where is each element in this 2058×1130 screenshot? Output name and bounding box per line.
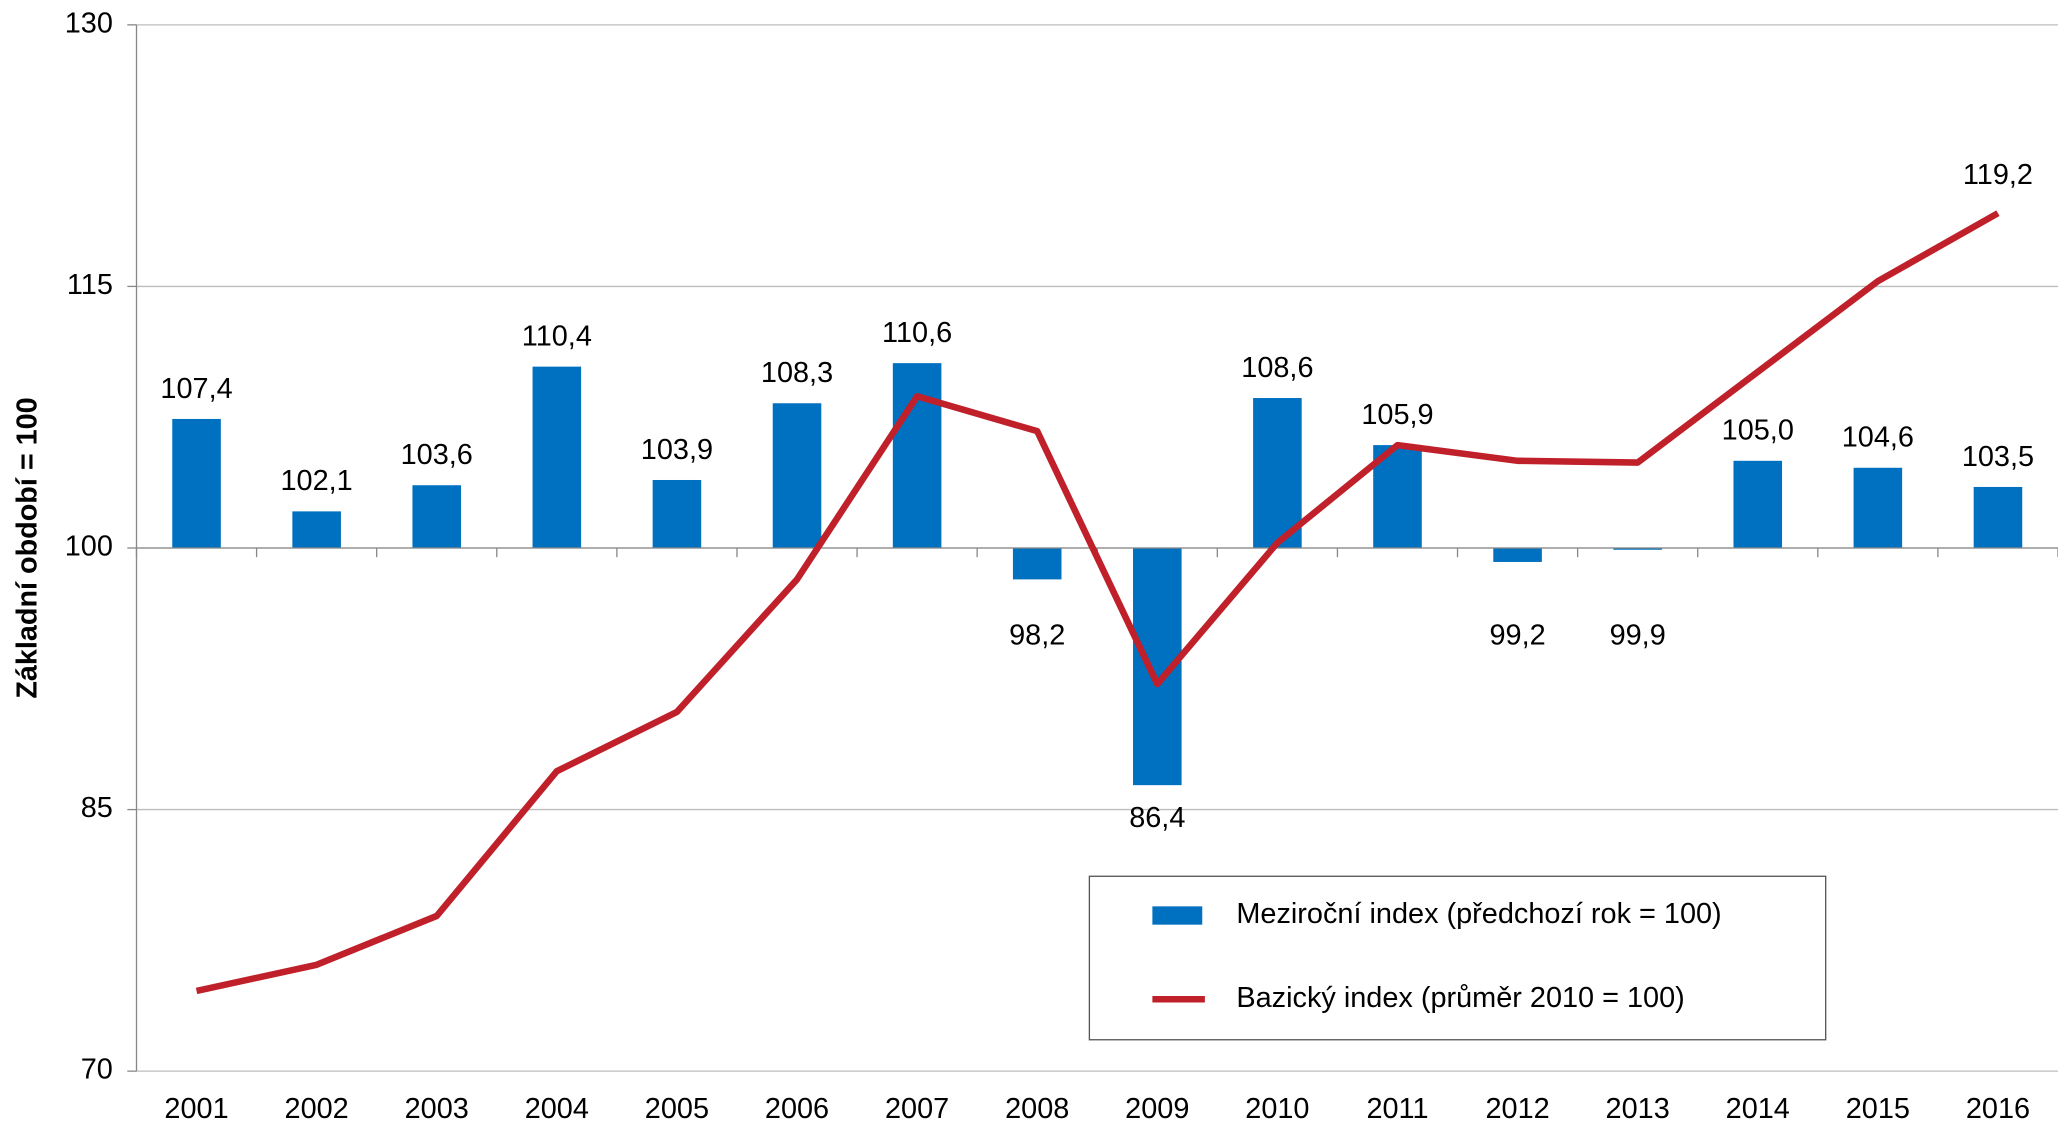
data-label: 103,5: [1962, 441, 2034, 473]
y-tick-label: 130: [65, 7, 113, 39]
x-tick-label: 2015: [1846, 1093, 1910, 1125]
legend-label: Bazický index (průměr 2010 = 100): [1236, 982, 1684, 1014]
legend-label: Meziroční index (předchozí rok = 100): [1236, 898, 1721, 930]
data-label: 107,4: [160, 373, 232, 405]
x-tick-label: 2012: [1485, 1093, 1549, 1125]
x-tick-label: 2006: [765, 1093, 829, 1125]
bar: [1253, 398, 1302, 548]
bar: [1853, 467, 1903, 548]
x-tick-label: 2008: [1005, 1093, 1069, 1125]
bar: [772, 403, 822, 548]
bar: [652, 479, 702, 548]
x-tick-label: 2016: [1966, 1093, 2030, 1125]
data-label: 119,2: [1963, 159, 2033, 191]
bar: [172, 418, 221, 548]
x-tick-label: 2009: [1125, 1093, 1189, 1125]
bar: [292, 511, 341, 548]
data-label: 110,4: [522, 321, 592, 353]
bar: [1973, 486, 2023, 548]
x-tick-label: 2001: [164, 1093, 228, 1125]
y-axis-title: Základní období = 100: [11, 397, 43, 698]
data-label: 102,1: [281, 465, 353, 497]
data-label: 108,3: [761, 357, 833, 389]
y-tick-label: 115: [67, 269, 113, 301]
data-label: 99,2: [1489, 620, 1545, 652]
x-tick-label: 2005: [645, 1093, 709, 1125]
y-tick-label: 70: [81, 1054, 113, 1086]
data-label: 108,6: [1241, 352, 1313, 384]
bar: [1493, 547, 1542, 562]
bar: [892, 363, 942, 548]
x-tick-label: 2010: [1245, 1093, 1309, 1125]
legend-swatch: [1152, 906, 1203, 925]
data-label: 105,0: [1722, 415, 1794, 447]
data-label: 103,9: [641, 434, 713, 466]
data-label: 110,6: [882, 317, 952, 349]
y-tick-label: 100: [65, 531, 113, 563]
y-tick-label: 85: [81, 792, 113, 824]
bar: [532, 366, 582, 548]
x-tick-label: 2004: [525, 1093, 589, 1125]
bar: [1733, 460, 1783, 548]
bar: [1012, 547, 1062, 580]
data-label: 104,6: [1842, 422, 1914, 454]
x-tick-label: 2007: [885, 1093, 949, 1125]
x-tick-label: 2014: [1726, 1093, 1790, 1125]
line: [195, 210, 2000, 995]
x-tick-label: 2013: [1606, 1093, 1670, 1125]
data-label: 86,4: [1129, 802, 1185, 834]
data-label: 98,2: [1009, 620, 1065, 652]
x-tick-label: 2002: [285, 1093, 349, 1125]
legend-box: [1088, 875, 1827, 1041]
data-label: 103,6: [401, 439, 473, 471]
data-label: 105,9: [1361, 399, 1433, 431]
bar: [1613, 547, 1662, 550]
x-tick-label: 2011: [1366, 1093, 1428, 1125]
bar: [412, 485, 462, 548]
x-tick-label: 2003: [405, 1093, 469, 1125]
data-label: 99,9: [1610, 620, 1666, 652]
